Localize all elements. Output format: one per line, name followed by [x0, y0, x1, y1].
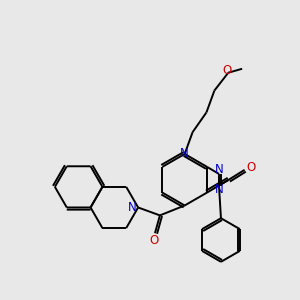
Text: N: N [214, 183, 223, 196]
Text: O: O [149, 234, 159, 247]
Text: N: N [128, 201, 136, 214]
Text: N: N [214, 164, 223, 176]
Text: O: O [246, 161, 255, 174]
Text: O: O [223, 64, 232, 77]
Text: N: N [180, 148, 189, 160]
